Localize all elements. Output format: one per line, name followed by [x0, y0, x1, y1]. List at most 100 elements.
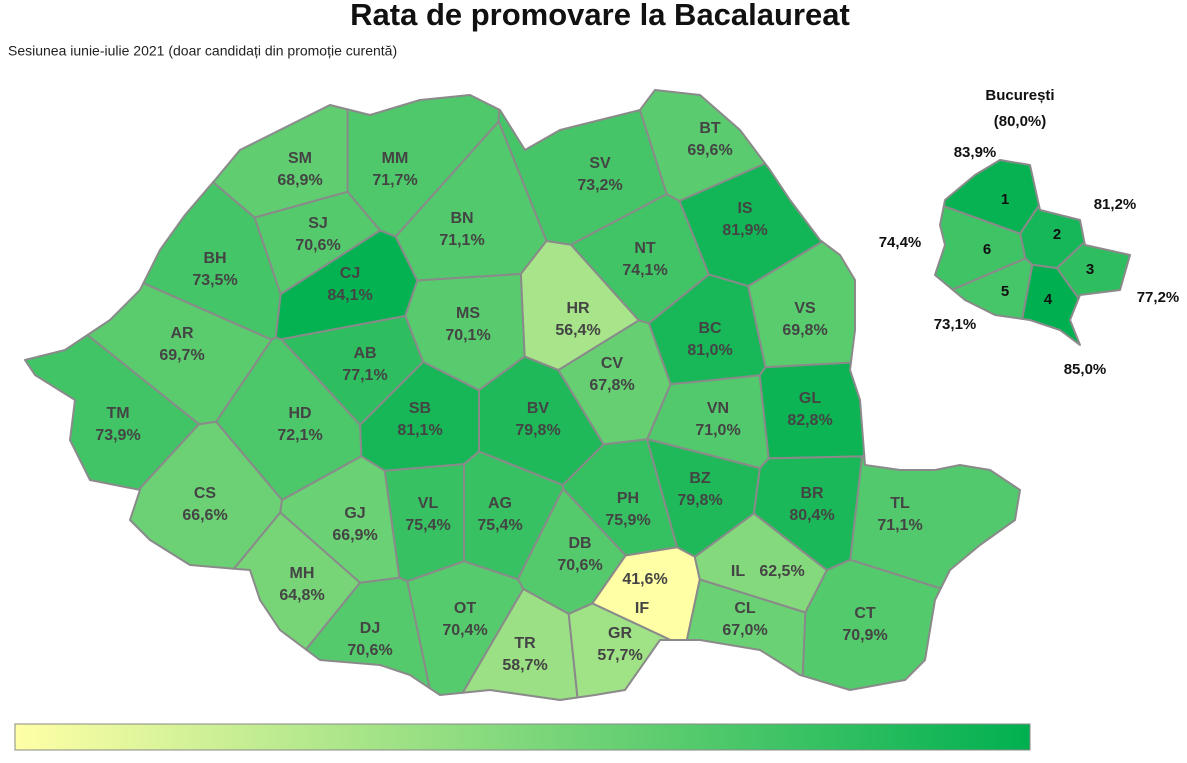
- county-value: 84,1%: [327, 287, 372, 304]
- county-value: 75,9%: [605, 512, 650, 529]
- county-value: 66,9%: [332, 527, 377, 544]
- county-code: DJ: [360, 620, 380, 637]
- sector-number: 6: [983, 241, 991, 258]
- county-code: HR: [566, 300, 590, 317]
- county-code: SV: [589, 155, 611, 172]
- county-value: 41,6%: [622, 571, 667, 588]
- sector-value: 81,2%: [1094, 196, 1137, 213]
- sector-value: 74,4%: [879, 234, 922, 251]
- county-value: 67,0%: [722, 622, 767, 639]
- county-value: 70,6%: [347, 642, 392, 659]
- county-code: AR: [170, 325, 194, 342]
- county-value: 56,4%: [555, 322, 600, 339]
- county: [406, 560, 525, 696]
- county-value: 75,4%: [405, 517, 450, 534]
- county-value: 73,5%: [192, 272, 237, 289]
- county-value: 77,1%: [342, 367, 387, 384]
- sector-number: 2: [1053, 226, 1061, 243]
- county: [24, 334, 200, 491]
- county-code: IS: [737, 200, 752, 217]
- county-value: 67,8%: [589, 377, 634, 394]
- county-value: 70,6%: [295, 237, 340, 254]
- county-code: BV: [527, 400, 550, 417]
- sector-value: 85,0%: [1064, 361, 1107, 378]
- county-code: MH: [290, 565, 315, 582]
- county-value: 66,6%: [182, 507, 227, 524]
- county-code: TM: [106, 405, 129, 422]
- county: [305, 576, 431, 690]
- county-value: 71,1%: [877, 517, 922, 534]
- sector-number: 3: [1086, 261, 1094, 278]
- county-code: NT: [634, 240, 656, 257]
- county-value: 71,1%: [439, 232, 484, 249]
- county-value: 81,0%: [687, 342, 732, 359]
- county-code: CT: [854, 605, 876, 622]
- county-code: IL: [731, 563, 745, 580]
- sector-value: 77,2%: [1137, 289, 1180, 306]
- county-code: BZ: [689, 470, 711, 487]
- county-code: TR: [514, 635, 536, 652]
- county-value: 71,0%: [695, 422, 740, 439]
- county-value: 57,7%: [597, 647, 642, 664]
- county-value: 79,8%: [515, 422, 560, 439]
- county-value: 75,4%: [477, 517, 522, 534]
- county: [567, 602, 672, 699]
- county-value: 73,2%: [577, 177, 622, 194]
- county-code: BT: [699, 120, 721, 137]
- bucharest-title: București: [985, 87, 1054, 104]
- title: Rata de promovare la Bacalaureat: [350, 0, 850, 32]
- sector-number: 5: [1001, 283, 1009, 300]
- county-code: CV: [601, 355, 624, 372]
- bucharest-total: (80,0%): [994, 113, 1047, 130]
- county-code: CS: [194, 485, 217, 502]
- county-code: BH: [203, 250, 226, 267]
- county-value: 81,1%: [397, 422, 442, 439]
- sector-value: 83,9%: [954, 144, 997, 161]
- county-code: GL: [799, 390, 821, 407]
- county-code: OT: [454, 600, 476, 617]
- sector: [1021, 263, 1081, 346]
- county-value: 69,8%: [782, 322, 827, 339]
- county: [747, 240, 856, 369]
- county-code: BN: [450, 210, 473, 227]
- county-value: 79,8%: [677, 492, 722, 509]
- county-code: DB: [568, 535, 591, 552]
- county-value: 69,7%: [159, 347, 204, 364]
- county-code: CL: [734, 600, 756, 617]
- county-value: 68,9%: [277, 172, 322, 189]
- county-value: 62,5%: [759, 563, 804, 580]
- county-value: 64,8%: [279, 587, 324, 604]
- county-code: MS: [456, 305, 480, 322]
- color-scale: [14, 723, 1031, 751]
- county-code: VS: [794, 300, 816, 317]
- county-code: SM: [288, 150, 312, 167]
- county-value: 73,9%: [95, 427, 140, 444]
- county-code: VN: [707, 400, 729, 417]
- sector-number: 4: [1044, 291, 1053, 308]
- county-value: 82,8%: [787, 412, 832, 429]
- county-code: BC: [698, 320, 722, 337]
- county: [801, 558, 942, 691]
- subtitle: Sesiunea iunie-iulie 2021 (doar candidaț…: [8, 43, 397, 59]
- county-value: 58,7%: [502, 657, 547, 674]
- county-code: IF: [635, 600, 649, 617]
- county-value: 72,1%: [277, 427, 322, 444]
- county: [233, 511, 361, 651]
- sector-number: 1: [1001, 191, 1009, 208]
- county-value: 70,1%: [445, 327, 490, 344]
- county-value: 70,9%: [842, 627, 887, 644]
- county-value: 80,4%: [789, 507, 834, 524]
- labels: SM 68,9% MM 71,7% BT 69,6% SV 73,2% BH 73,5% SJ 70,…: [95, 120, 1179, 674]
- county-code: AG: [488, 495, 512, 512]
- county: [758, 361, 866, 460]
- county-value: 81,9%: [722, 222, 767, 239]
- county-code: GR: [608, 625, 632, 642]
- county-value: 71,7%: [372, 172, 417, 189]
- county-code: GJ: [344, 505, 365, 522]
- regions: [24, 89, 1131, 701]
- county-value: 74,1%: [622, 262, 667, 279]
- county-code: PH: [617, 490, 639, 507]
- county-code: CJ: [340, 265, 360, 282]
